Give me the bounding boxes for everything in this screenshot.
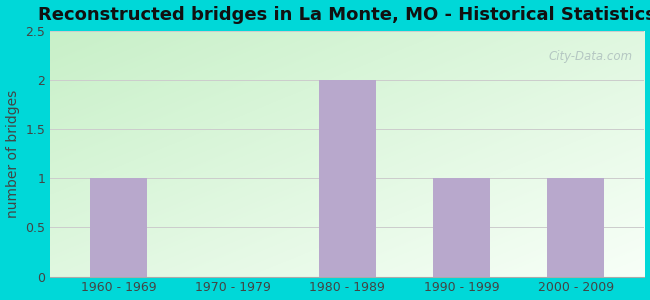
Text: City-Data.com: City-Data.com: [549, 50, 632, 63]
Y-axis label: number of bridges: number of bridges: [6, 89, 20, 218]
Bar: [433, 178, 490, 277]
Bar: [90, 178, 147, 277]
Title: Reconstructed bridges in La Monte, MO - Historical Statistics: Reconstructed bridges in La Monte, MO - …: [38, 6, 650, 24]
Bar: [318, 80, 376, 277]
Bar: [547, 178, 604, 277]
